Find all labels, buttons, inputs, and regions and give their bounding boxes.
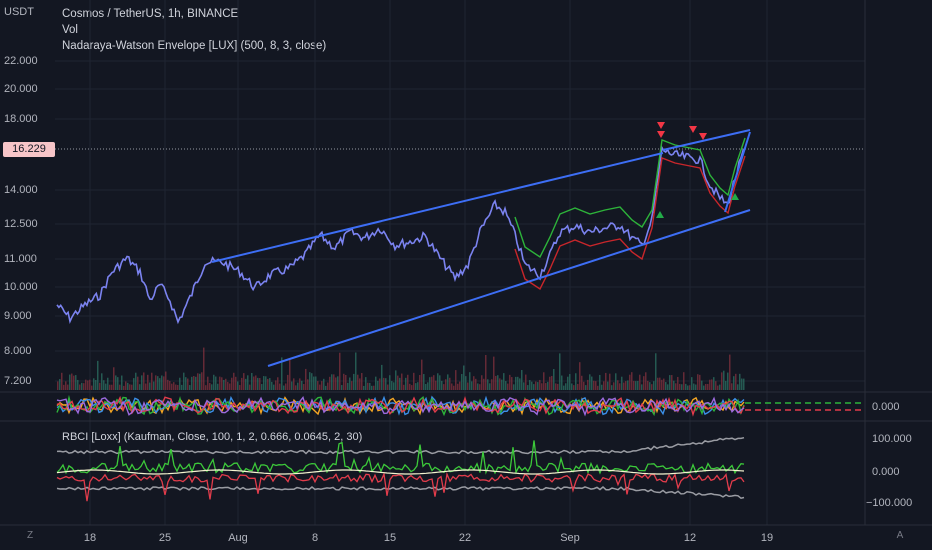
volume-bars: [57, 347, 745, 390]
rbci-axis-label: 0.000: [872, 466, 900, 478]
price-label: 12.500: [4, 218, 38, 230]
price-label: 9.000: [4, 310, 32, 322]
time-label: Aug: [228, 532, 248, 544]
time-label: 18: [83, 532, 97, 544]
wedge-upper[interactable]: [662, 129, 751, 151]
time-label: 8: [311, 532, 319, 544]
price-label: 20.000: [4, 83, 38, 95]
rbci-title[interactable]: RBCI [Loxx] (Kaufman, Close, 100, 1, 2, …: [62, 431, 363, 443]
oscillator-zero-label: 0.000: [872, 401, 900, 413]
rbci-axis-label: −100.000: [866, 497, 913, 509]
currency-label: USDT: [4, 6, 34, 18]
signal-down-icon: [689, 126, 697, 133]
price-label: 11.000: [4, 253, 37, 265]
time-label: 25: [158, 532, 172, 544]
trendline-lower[interactable]: [267, 209, 751, 367]
signal-up-icon: [731, 193, 739, 200]
price-label: 7.200: [4, 375, 32, 387]
signal-down-icon: [699, 133, 707, 140]
rbci-line: [56, 440, 745, 475]
envelope-lower-band: [514, 155, 746, 291]
rbci-signal-line: [56, 469, 745, 475]
rbci-axis-label: 100.000: [872, 433, 912, 445]
signal-up-icon: [656, 211, 664, 218]
wedge-lower[interactable]: [724, 131, 751, 213]
price-series: [56, 145, 746, 325]
auto-scale-button[interactable]: A: [896, 530, 904, 541]
rbci-negative-line: [56, 471, 745, 502]
signal-down-icon: [657, 122, 665, 129]
timezone-button[interactable]: Z: [26, 530, 34, 541]
current-price-badge: 16.229: [3, 142, 55, 157]
time-label: 19: [760, 532, 774, 544]
signal-markers: [656, 122, 739, 218]
time-label: 22: [458, 532, 472, 544]
price-label: 22.000: [4, 55, 38, 67]
time-label: 15: [383, 532, 397, 544]
rbci-lower-band: [56, 486, 745, 500]
main-grid: [55, 0, 865, 525]
price-label: 18.000: [4, 113, 38, 125]
signal-down-icon: [657, 131, 665, 138]
time-label: Sep: [560, 532, 580, 544]
oscillator-lines: [56, 394, 745, 417]
price-label: 8.000: [4, 345, 32, 357]
time-label: 12: [683, 532, 697, 544]
trendline-upper[interactable]: [211, 152, 664, 263]
price-label: 10.000: [4, 281, 38, 293]
price-label: 14.000: [4, 184, 38, 196]
envelope-upper-band: [514, 137, 746, 259]
